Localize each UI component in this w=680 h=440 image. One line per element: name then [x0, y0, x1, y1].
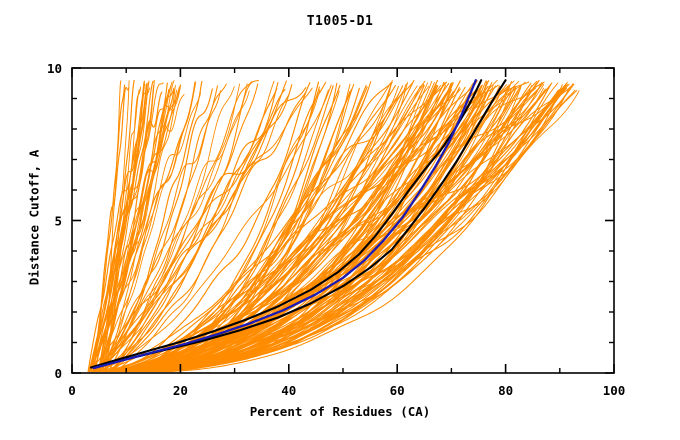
page-title: T1005-D1 [306, 14, 374, 29]
svg-text:20: 20 [173, 383, 188, 398]
reference-curves [89, 79, 507, 370]
svg-text:80: 80 [498, 383, 513, 398]
series-best-model-2 [95, 79, 507, 368]
svg-text:40: 40 [281, 383, 296, 398]
prediction-curves [87, 79, 580, 372]
svg-text:0: 0 [54, 366, 62, 381]
svg-text:5: 5 [54, 214, 62, 229]
svg-text:100: 100 [603, 383, 626, 398]
plot-axes [71, 67, 615, 374]
svg-text:0: 0 [68, 383, 76, 398]
svg-text:10: 10 [47, 61, 62, 76]
x-axis-label: Percent of Residues (CA) [249, 404, 431, 419]
series-server-reference [92, 79, 477, 370]
svg-text:60: 60 [390, 383, 405, 398]
tick-labels: 0 20 40 60 80 100 0 5 10 [47, 61, 625, 398]
